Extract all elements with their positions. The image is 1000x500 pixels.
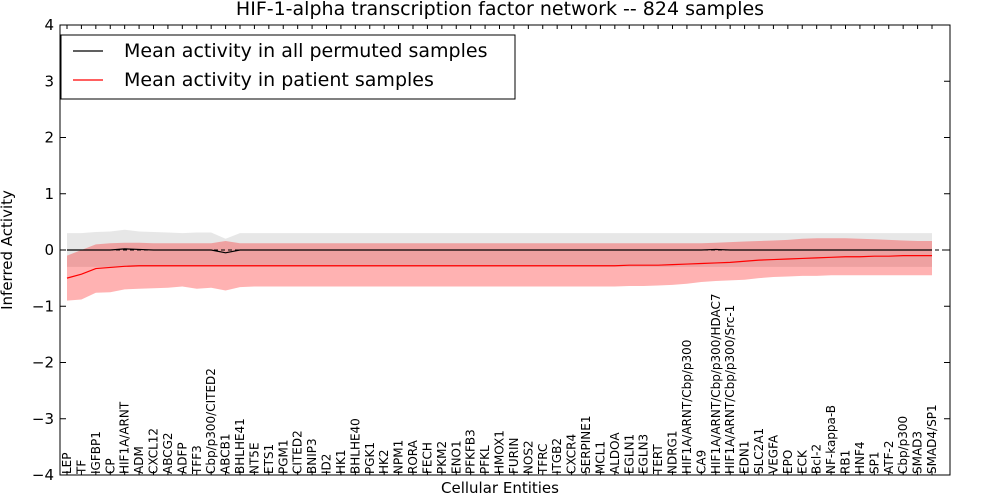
legend-label-patient: Mean activity in patient samples <box>124 69 434 91</box>
x-axis-ticks: LEP TF IGFBP1 CP HIF1A/ARNT ADM CXCL12 ABCG2 ADF… <box>60 25 939 475</box>
x-tick-label: ETS1 <box>262 444 276 474</box>
x-tick-label: BHLHE40 <box>348 418 362 474</box>
x-tick-label: PFKL <box>478 445 492 474</box>
y-tick-label: −3 <box>32 410 54 428</box>
x-tick-label: ENO1 <box>449 440 463 474</box>
x-tick-label: ABCB1 <box>219 434 233 474</box>
x-tick-label: CP <box>103 458 117 474</box>
y-tick-label: −2 <box>32 354 54 372</box>
x-tick-label: PKM2 <box>435 441 449 474</box>
y-axis-ticks: −4 −3 −2 −1 0 1 2 3 4 <box>32 16 950 484</box>
legend-label-permuted: Mean activity in all permuted samples <box>124 40 487 62</box>
x-tick-label: HMOX1 <box>493 430 507 474</box>
x-tick-label: HNF4 <box>853 441 867 474</box>
x-tick-label: BHLHE41 <box>233 418 247 474</box>
x-tick-label: SMAD3 <box>911 431 925 474</box>
x-tick-label: HIF1A/ARNT/Cbp/p300 <box>680 340 694 474</box>
series-line-permuted <box>67 248 932 254</box>
x-tick-label: SERPINE1 <box>579 415 593 474</box>
y-axis-label: Inferred Activity <box>0 190 16 310</box>
x-tick-label: ADM <box>132 446 146 474</box>
x-tick-label: Bcl-2 <box>810 444 824 474</box>
x-tick-label: ATF-2 <box>882 441 896 474</box>
y-tick-label: 4 <box>44 16 54 34</box>
x-tick-label: RB1 <box>839 450 853 474</box>
x-tick-label: EGLN3 <box>637 434 651 474</box>
x-tick-label: TFRC <box>536 444 550 475</box>
y-tick-label: 0 <box>44 241 54 259</box>
x-tick-label: ID2 <box>320 454 334 474</box>
x-tick-label: Cbp/p300 <box>896 416 910 474</box>
legend-box <box>60 34 516 100</box>
series-line-patient <box>66 255 932 279</box>
x-tick-label: FECH <box>420 442 434 474</box>
x-tick-label: IGFBP1 <box>89 431 103 474</box>
x-tick-label: TF <box>74 460 88 475</box>
x-tick-label: HK2 <box>377 449 391 474</box>
band-patient <box>67 238 932 301</box>
x-tick-label: NDRG1 <box>666 431 680 475</box>
x-tick-label: HIF1A/ARNT/Cbp/p300/Src-1 <box>723 305 737 474</box>
series-lines <box>66 248 932 279</box>
x-tick-label: ADFP <box>175 442 189 474</box>
x-tick-label: SP1 <box>867 452 881 475</box>
y-tick-label: −4 <box>32 466 54 484</box>
x-tick-label: EGLN1 <box>622 434 636 474</box>
chart-title: HIF-1-alpha transcription factor network… <box>236 0 764 20</box>
x-tick-label: NPM1 <box>392 440 406 474</box>
x-tick-label: PGM1 <box>276 439 290 474</box>
y-tick-label: 3 <box>44 72 54 90</box>
x-tick-label: EPO <box>781 450 795 474</box>
y-tick-label: 2 <box>44 129 54 147</box>
x-tick-label: ECK <box>795 449 809 474</box>
x-tick-label: VEGFA <box>766 434 780 474</box>
x-tick-label: HK1 <box>334 449 348 474</box>
x-tick-label: ITGB2 <box>550 438 564 474</box>
band-permuted <box>67 229 932 267</box>
y-tick-label: 1 <box>44 185 54 203</box>
x-tick-label: LEP <box>60 452 74 474</box>
x-tick-label: ALDOA <box>608 432 622 474</box>
x-tick-label: CITED2 <box>291 430 305 474</box>
x-tick-label: MCL1 <box>593 441 607 474</box>
x-tick-label: TFF3 <box>190 445 204 475</box>
x-tick-label: TERT <box>651 444 665 475</box>
x-tick-label: NF-kappa-B <box>824 405 838 474</box>
y-tick-label: −1 <box>32 297 54 315</box>
x-tick-label: Cbp/p300/CITED2 <box>204 368 218 474</box>
x-tick-label: HIF1A/ARNT <box>118 401 132 474</box>
x-tick-label: PFKFB3 <box>464 429 478 474</box>
x-tick-label: SLC2A1 <box>752 428 766 474</box>
x-axis-label: Cellular Entities <box>441 479 559 497</box>
x-tick-label: FURIN <box>507 437 521 474</box>
x-tick-label: CA9 <box>694 450 708 474</box>
x-tick-label: SMAD4/SP1 <box>925 404 939 474</box>
x-tick-label: RORA <box>406 439 420 474</box>
x-tick-label: NOS2 <box>521 440 535 474</box>
x-tick-label: ABCG2 <box>161 432 175 474</box>
confidence-bands <box>67 229 932 301</box>
x-tick-label: CXCR4 <box>565 434 579 474</box>
x-tick-label: NT5E <box>247 442 261 474</box>
x-tick-label: CXCL12 <box>147 428 161 474</box>
x-tick-label: EDN1 <box>738 441 752 474</box>
legend: Mean activity in all permuted samples Me… <box>60 34 516 100</box>
x-tick-label: PGK1 <box>363 442 377 474</box>
x-tick-label: HIF1A/ARNT/Cbp/p300/HDAC7 <box>709 293 723 474</box>
x-tick-label: BNIP3 <box>305 438 319 474</box>
